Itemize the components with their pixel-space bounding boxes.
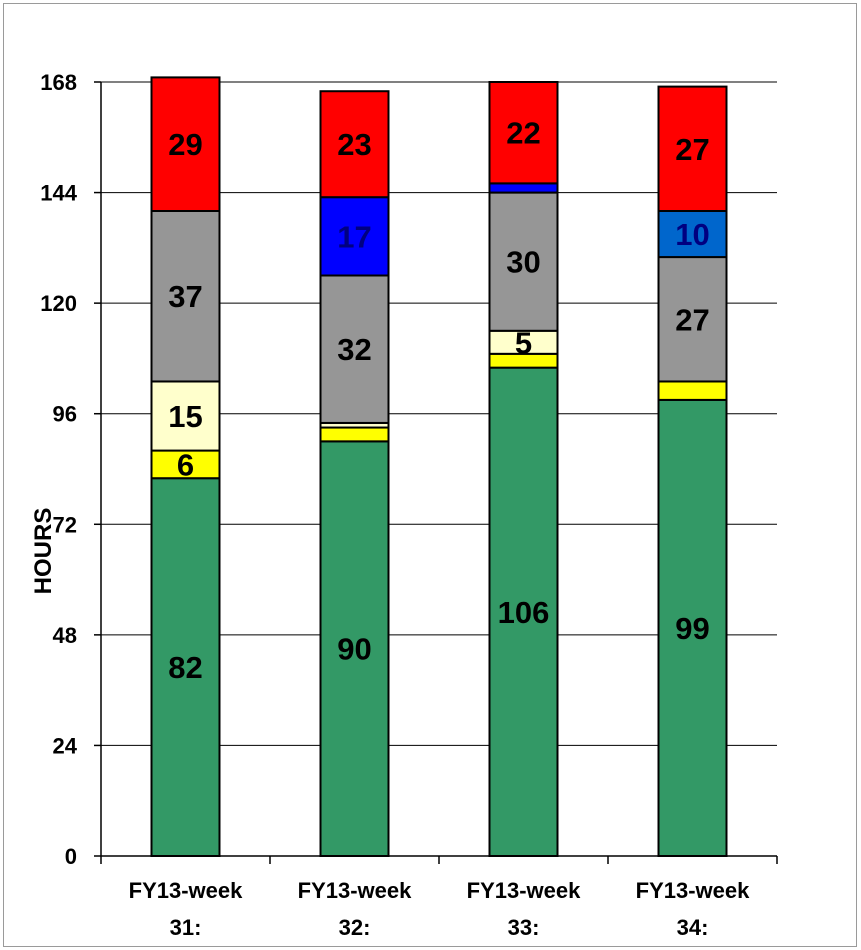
data-label-1-2: 6 [177, 447, 194, 482]
y-tick-label-96: 96 [53, 402, 77, 427]
y-tick-labels: 0 24 48 72 96 120 144 168 [40, 70, 77, 869]
y-tick-label-120: 120 [40, 291, 77, 316]
bar-segment-4-6 [657, 85, 728, 212]
bar-segment-2-5 [319, 196, 390, 277]
data-label-1-3: 15 [168, 399, 202, 434]
bar-segment-3-1 [488, 366, 559, 857]
bar-segment-4-2 [657, 380, 728, 401]
x-category-label-3: FY13-week 33: [467, 878, 581, 940]
data-label-4-1: 99 [675, 611, 709, 646]
data-label-3-6: 22 [506, 116, 540, 151]
x-category-label-2: FY13-week 32: [298, 878, 412, 940]
x-category-label-4: FY13-week 34: [636, 878, 750, 940]
data-labels: 82 6 15 37 29 90 32 17 23 106 5 30 22 99 27 10 27 [168, 116, 709, 685]
bar-segment-4-4 [657, 256, 728, 383]
bar-segment-1-6 [150, 76, 221, 213]
bar-segment-2-2 [319, 426, 390, 443]
bar-segment-4-1 [657, 398, 728, 857]
y-tick-label-0: 0 [65, 844, 77, 869]
data-label-3-3: 5 [515, 325, 532, 360]
bar-segment-4-5 [657, 210, 728, 259]
bar-segment-2-1 [319, 440, 390, 857]
chart-frame [3, 3, 857, 947]
bars [150, 76, 728, 857]
x-category-labels: FY13-week 31: FY13-week 32: FY13-week 33: FY13… [129, 878, 750, 940]
data-label-2-4: 32 [337, 332, 371, 367]
bar-segment-1-3 [150, 380, 221, 452]
data-label-3-1: 106 [498, 595, 550, 630]
data-label-1-1: 82 [168, 650, 202, 685]
y-tick-label-24: 24 [53, 733, 78, 758]
axes [94, 81, 778, 864]
data-label-4-5: 10 [675, 217, 709, 252]
y-tick-label-144: 144 [40, 181, 77, 206]
x-category-label-1: FY13-week 31: [129, 878, 243, 940]
data-label-2-6: 23 [337, 127, 371, 162]
data-label-2-1: 90 [337, 632, 371, 667]
data-label-4-6: 27 [675, 132, 709, 167]
bar-segment-1-4 [150, 210, 221, 383]
y-tick-label-48: 48 [53, 623, 77, 648]
y-tick-label-72: 72 [53, 512, 77, 537]
bar-segment-2-6 [319, 90, 390, 199]
data-label-4-4: 27 [675, 302, 709, 337]
data-label-2-5: 17 [337, 219, 371, 254]
y-axis-title: HOURS [30, 508, 57, 595]
data-label-1-6: 29 [168, 127, 202, 162]
data-label-1-4: 37 [168, 279, 202, 314]
data-label-3-4: 30 [506, 245, 540, 280]
bar-segment-3-5 [488, 182, 559, 194]
y-tick-label-168: 168 [40, 70, 77, 95]
bar-segment-2-4 [319, 274, 390, 424]
bar-segment-3-6 [488, 81, 559, 185]
